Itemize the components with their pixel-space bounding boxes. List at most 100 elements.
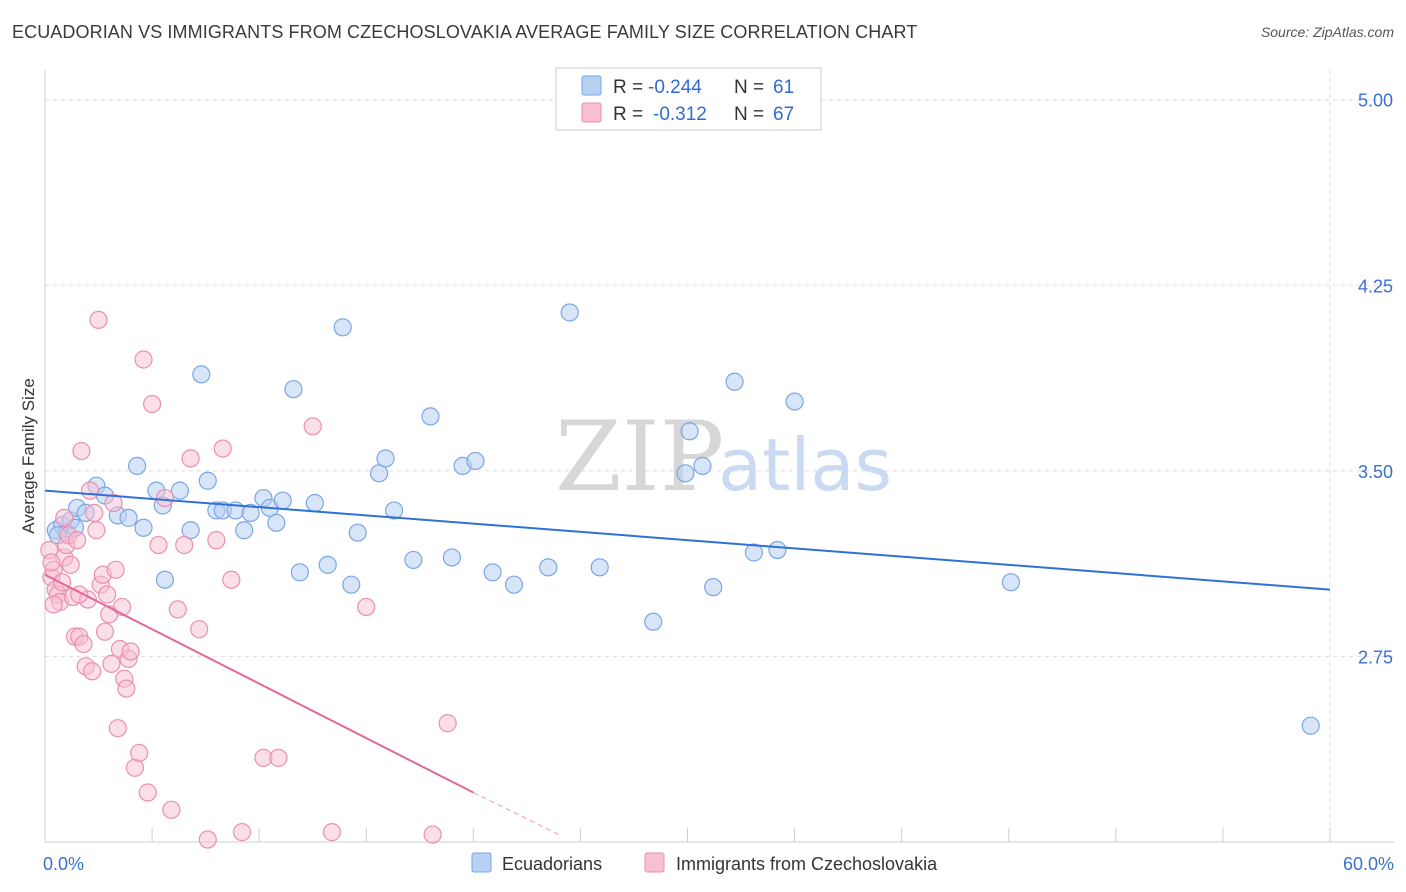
ecuadorian-trend-line [44,489,1331,591]
ecuadorian-point-52 [704,578,723,597]
czechoslovakia-point-65 [55,508,74,527]
czechoslovakia-point-15 [72,441,91,461]
bottom-legend-swatch-blue [471,852,492,873]
czechoslovakia-point-30 [104,493,123,513]
czechoslovakia-point-40 [130,743,149,763]
czechoslovakia-point-58 [303,417,322,436]
czechoslovakia-point-61 [423,825,442,844]
czechoslovakia-point-63 [42,553,61,572]
ecuadorian-point-49 [676,464,695,483]
czechoslovakia-point-64 [44,595,63,614]
ecuadorian-point-22 [235,521,254,540]
czechoslovakia-point-27 [98,585,117,604]
bottom-legend-swatch-pink [644,852,665,873]
ecuadorian-point-31 [318,555,337,574]
ecuadorian-point-43 [483,563,502,582]
y-tick-label-0: 2.75 [1358,647,1393,667]
ecuadorian-point-58 [1301,716,1320,735]
legend-swatch-blue [581,75,602,96]
ecuadorian-point-42 [466,451,485,471]
czechoslovakia-point-31 [106,560,125,579]
czechoslovakia-point-10 [61,555,80,574]
czechoslovakia-point-51 [198,830,217,849]
ecuadorian-point-37 [384,501,404,520]
watermark-zip: ZIP [555,401,724,513]
czechoslovakia-point-48 [175,535,194,555]
czechoslovakia-point-57 [269,748,288,767]
ecuadorian-point-15 [170,481,190,500]
ecuadorian-point-34 [348,523,367,542]
czechoslovakia-point-20 [83,662,102,681]
ecuadorian-point-44 [504,575,524,594]
source-label: Source: ZipAtlas.com [1260,24,1394,40]
ecuadorian-point-53 [725,372,744,391]
ecuadorian-point-18 [198,471,217,490]
czechoslovakia-point-42 [138,783,157,802]
czechoslovakia-trend-line [44,573,474,794]
ecuadorian-point-47 [590,558,609,577]
watermark: ZIP atlas [555,401,892,513]
y-axis-title: Average Family Size [19,378,38,534]
trend-lines [44,489,1331,836]
series-ecuadorians-points [46,303,1320,735]
y-tick-label-3: 5.00 [1358,91,1393,111]
y-tick-labels: 2.75 3.50 4.25 5.00 [1358,91,1393,668]
legend-n-value-2: 67 [773,104,794,125]
ecuadorian-point-54 [744,543,763,562]
ecuadorian-point-28 [284,380,303,399]
ecuadorian-point-51 [693,456,712,475]
czechoslovakia-trend-extension [473,791,560,836]
czechoslovakia-point-43 [142,394,162,414]
ecuadorian-point-39 [421,407,440,426]
bottom-legend-czechoslovakia: Immigrants from Czechoslovakia [676,854,938,874]
ecuadorian-point-45 [539,558,558,577]
czechoslovakia-point-45 [155,488,175,508]
czechoslovakia-point-44 [149,535,168,555]
legend-n-label-2: N = [734,104,764,125]
y-tick-label-1: 3.50 [1358,462,1393,482]
ecuadorian-point-10 [127,456,147,475]
czechoslovakia-point-46 [162,800,181,819]
ecuadorian-point-27 [273,491,292,510]
ecuadorian-point-26 [267,513,286,532]
czechoslovakia-point-13 [68,531,87,550]
czechoslovakia-point-55 [232,823,252,842]
y-tick-label-2: 4.25 [1358,276,1393,296]
czechoslovakia-point-52 [207,531,226,550]
ecuadorian-point-32 [333,318,352,337]
czechoslovakia-point-54 [222,570,241,589]
ecuadorian-point-40 [442,548,462,567]
czechoslovakia-point-23 [89,310,108,330]
x-tick-labels: 0.0% 60.0% [43,854,1394,874]
ecuadorian-point-57 [1001,573,1020,592]
legend-r-value-1: -0.244 [648,77,702,98]
czechoslovakia-point-47 [168,600,187,619]
legend-n-value-1: 61 [773,77,794,98]
bottom-legend: Ecuadorians Immigrants from Czechoslovak… [471,852,938,874]
czechoslovakia-point-59 [322,823,342,842]
bottom-legend-ecuadorians: Ecuadorians [502,854,602,874]
x-tick-label-1: 60.0% [1343,854,1394,874]
ecuadorian-point-33 [342,575,361,594]
czechoslovakia-point-32 [108,719,127,738]
ecuadorian-point-29 [290,563,309,582]
czechoslovakia-point-53 [213,439,232,458]
czechoslovakia-point-22 [87,521,106,540]
czechoslovakia-point-41 [134,350,153,369]
ecuadorian-point-55 [768,540,787,560]
czechoslovakia-point-49 [181,449,200,468]
czechoslovakia-point-26 [95,622,115,641]
ecuadorian-point-23 [241,503,260,523]
watermark-atlas: atlas [718,423,892,507]
legend-n-label-1: N = [734,77,764,98]
ecuadorian-point-56 [785,392,804,411]
legend-r-value-2: -0.312 [653,104,707,125]
ecuadorian-point-9 [119,508,138,527]
ecuadorian-point-38 [404,550,423,570]
series-czechoslovakia-points [40,310,457,849]
legend-r-label-1: R = [613,77,643,98]
czechoslovakia-point-38 [121,642,140,661]
czechoslovakia-point-50 [190,620,209,639]
ecuadorian-point-17 [192,365,211,384]
